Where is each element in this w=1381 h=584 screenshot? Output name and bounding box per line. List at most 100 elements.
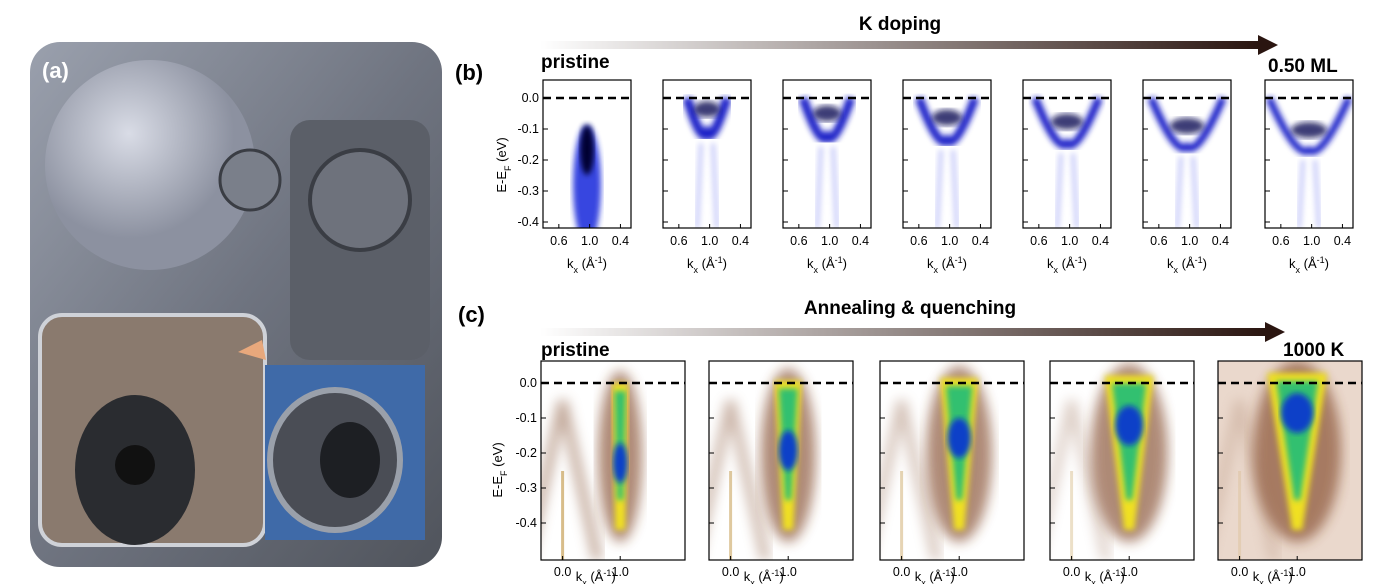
band bbox=[1031, 96, 1103, 149]
label-part: ) bbox=[779, 569, 783, 584]
label-part: -1 bbox=[835, 255, 843, 265]
x-axis-label: kx (Å-1) bbox=[807, 255, 847, 275]
intensity bbox=[1115, 405, 1143, 446]
label-part: -1 bbox=[715, 255, 723, 265]
frame bbox=[782, 79, 872, 229]
arrow-label: K doping bbox=[859, 14, 941, 35]
frame bbox=[1264, 79, 1354, 229]
frame bbox=[1217, 360, 1363, 561]
arpes-map bbox=[880, 366, 993, 560]
frame bbox=[662, 79, 752, 229]
x-tick-label: 1.0 bbox=[1061, 234, 1078, 248]
label-part: ) bbox=[1325, 256, 1329, 271]
arpes-map bbox=[1147, 96, 1227, 228]
x-tick-label: 0.4 bbox=[1092, 234, 1109, 248]
start-label: pristine bbox=[541, 340, 610, 361]
x-tick-label: 1.0 bbox=[1181, 234, 1198, 248]
end-label: 1000 K bbox=[1283, 340, 1345, 361]
label-part: x bbox=[582, 578, 587, 584]
label-part: k bbox=[1085, 569, 1092, 584]
label-part: k bbox=[1289, 256, 1296, 271]
label-part: -1 bbox=[1195, 255, 1203, 265]
label-part: -1 bbox=[942, 568, 950, 578]
tail bbox=[695, 143, 719, 228]
x-tick-label: 0.6 bbox=[790, 234, 807, 248]
label-part: x bbox=[1174, 265, 1179, 275]
label-part: -1 bbox=[771, 568, 779, 578]
label-part: ) bbox=[611, 569, 615, 584]
x-axis-label: kx (Å-1) bbox=[1167, 255, 1207, 275]
y-tick-label: -0.1 bbox=[515, 411, 537, 425]
label-part: k bbox=[915, 569, 922, 584]
x-tick-label: 0.4 bbox=[732, 234, 749, 248]
frame bbox=[708, 360, 854, 561]
x-tick-label: 1.0 bbox=[1303, 234, 1320, 248]
label-part: (Å bbox=[587, 569, 604, 584]
label-part: k bbox=[807, 256, 814, 271]
intensity bbox=[1281, 393, 1314, 433]
arpes-map bbox=[541, 371, 643, 560]
arrow-shaft bbox=[540, 328, 1265, 336]
band-top bbox=[813, 105, 841, 122]
band-top bbox=[1291, 122, 1327, 138]
label-part: E-E bbox=[494, 171, 509, 193]
panel-label: (b) bbox=[455, 60, 483, 85]
label-part: (Å bbox=[698, 256, 715, 271]
label-part: F bbox=[503, 165, 513, 171]
band-top bbox=[694, 101, 720, 118]
label-part: -1 bbox=[595, 255, 603, 265]
x-tick-label: 1.0 bbox=[612, 565, 629, 579]
x-tick-label: 0.6 bbox=[910, 234, 927, 248]
label-part: ) bbox=[1203, 256, 1207, 271]
band bbox=[798, 96, 856, 143]
x-tick-label: 0.4 bbox=[1334, 234, 1351, 248]
label-part: x bbox=[1259, 578, 1264, 584]
label-part: k bbox=[1253, 569, 1260, 584]
arpes-map bbox=[682, 96, 732, 228]
label-part: k bbox=[1167, 256, 1174, 271]
frame bbox=[1022, 79, 1112, 229]
x-tick-label: 0.0 bbox=[1231, 565, 1248, 579]
label-part: -1 bbox=[1280, 568, 1288, 578]
label-part: (Å bbox=[578, 256, 595, 271]
label-part: (eV) bbox=[494, 137, 509, 165]
x-axis-label: kx (Å-1) bbox=[576, 568, 616, 584]
intensity bbox=[778, 430, 798, 471]
y-tick-label: -0.3 bbox=[515, 481, 537, 495]
label-part: ) bbox=[950, 569, 954, 584]
label-part: (Å bbox=[926, 569, 943, 584]
x-tick-label: 1.0 bbox=[1121, 565, 1138, 579]
x-tick-label: 0.0 bbox=[1063, 565, 1080, 579]
label-part: (Å bbox=[938, 256, 955, 271]
band bbox=[1265, 96, 1353, 155]
intensity bbox=[613, 443, 628, 483]
panel-label: (a) bbox=[42, 58, 69, 83]
label-part: (Å bbox=[755, 569, 772, 584]
tail bbox=[935, 149, 959, 228]
x-tick-label: 1.0 bbox=[780, 565, 797, 579]
arpes-map bbox=[798, 96, 856, 228]
apparatus-photo bbox=[30, 42, 442, 567]
band bbox=[1147, 96, 1227, 152]
arrow-head bbox=[1258, 35, 1278, 55]
label-part: -1 bbox=[955, 255, 963, 265]
label-part: (Å bbox=[1058, 256, 1075, 271]
label-part: x bbox=[921, 578, 926, 584]
label-part: k bbox=[687, 256, 694, 271]
band bbox=[709, 399, 771, 560]
y-axis-label: E-EF (eV) bbox=[494, 137, 513, 192]
label-part: x bbox=[1091, 578, 1096, 584]
tail bbox=[1297, 159, 1321, 228]
y-tick-label: -0.2 bbox=[515, 446, 537, 460]
label-part: x bbox=[814, 265, 819, 275]
frame bbox=[1049, 360, 1195, 561]
label-part: k bbox=[927, 256, 934, 271]
tail bbox=[1175, 156, 1199, 228]
label-part: (Å bbox=[1178, 256, 1195, 271]
x-axis-label: kx (Å-1) bbox=[1289, 255, 1329, 275]
x-tick-label: 1.0 bbox=[701, 234, 718, 248]
y-tick-label: 0.0 bbox=[520, 376, 537, 390]
y-tick-label: -0.4 bbox=[517, 215, 539, 229]
label-part: (eV) bbox=[490, 442, 505, 470]
